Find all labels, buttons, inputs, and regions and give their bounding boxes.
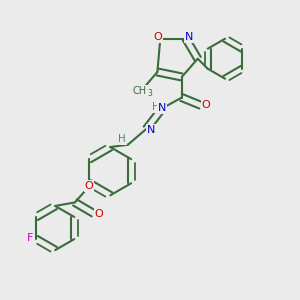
Text: CH: CH [133, 86, 147, 96]
Text: N: N [185, 32, 193, 42]
Text: 3: 3 [148, 89, 152, 98]
Text: N: N [158, 103, 166, 113]
Text: F: F [26, 233, 33, 244]
Text: O: O [153, 32, 162, 42]
Text: O: O [202, 100, 210, 110]
Text: H: H [118, 134, 126, 144]
Text: O: O [85, 181, 93, 191]
Text: O: O [94, 209, 103, 219]
Text: H: H [152, 102, 160, 112]
Text: N: N [147, 125, 155, 135]
